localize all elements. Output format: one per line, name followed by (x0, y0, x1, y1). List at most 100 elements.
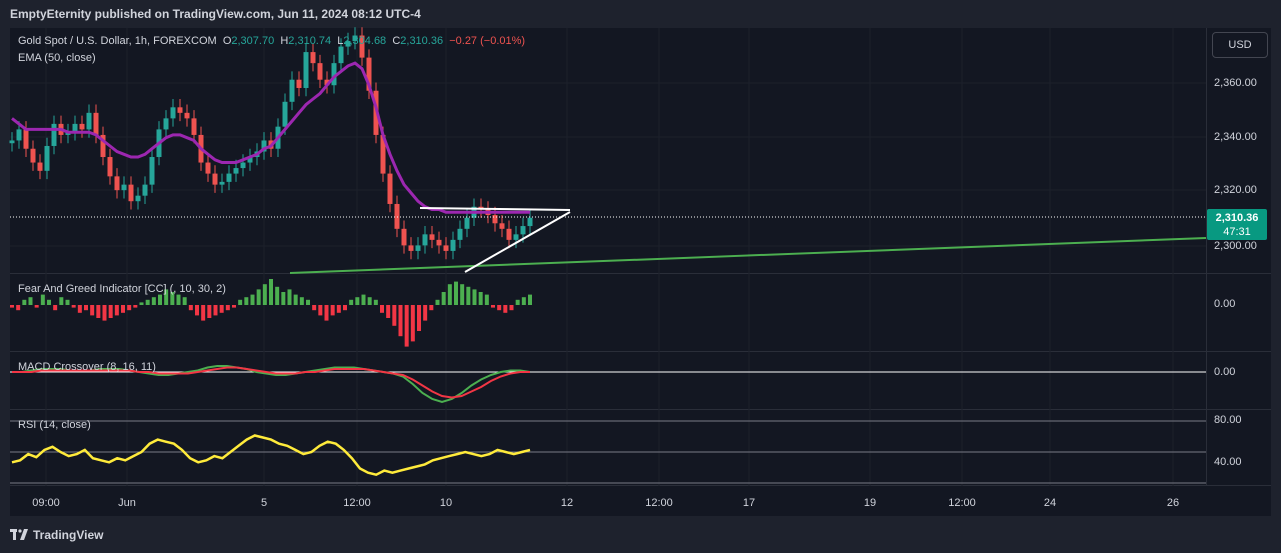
fear-greed-bar (330, 305, 335, 316)
candle-body (380, 134, 386, 174)
fear-greed-bar (114, 305, 119, 316)
time-label: 09:00 (32, 497, 60, 509)
candle-body (135, 195, 141, 202)
candle-body (324, 79, 330, 86)
candle-body (359, 35, 365, 58)
candle-body (436, 239, 442, 246)
fear-greed-zero-label: 0.00 (1214, 298, 1236, 310)
open-label: O (222, 35, 232, 47)
fear-greed-bar (201, 305, 206, 321)
candle-body (79, 123, 85, 130)
fear-greed-bar (139, 302, 144, 305)
candle-body (492, 215, 498, 224)
candle-body (338, 46, 344, 64)
time-label: 10 (439, 497, 453, 509)
fear-greed-bar (386, 305, 391, 318)
candle-body (23, 129, 29, 149)
time-label: 24 (1043, 497, 1057, 509)
fear-greed-bar (528, 294, 532, 305)
fear-greed-bar (447, 284, 452, 305)
fear-greed-bar (96, 305, 101, 318)
candle-body (86, 112, 92, 130)
fear-greed-bar (269, 279, 273, 305)
candle-body (415, 245, 421, 251)
fear-greed-bar (435, 299, 440, 305)
candle-body (443, 245, 449, 251)
time-label: 5 (260, 497, 268, 509)
low-label: L (337, 35, 344, 47)
bottom-bar (0, 516, 1281, 553)
candle-body (44, 145, 50, 171)
fear-greed-bar (244, 297, 249, 305)
fear-greed-bar (509, 305, 514, 311)
fear-greed-bar (127, 305, 132, 311)
candle-body (457, 228, 463, 240)
fear-greed-bar (213, 305, 218, 316)
fear-greed-bar (219, 305, 224, 313)
candle-body (233, 168, 239, 174)
symbol-legend[interactable]: Gold Spot / U.S. Dollar, 1h, FOREXCOM O2… (18, 35, 525, 47)
fear-greed-legend[interactable]: Fear And Greed Indicator [CC] (, 10, 30,… (18, 283, 226, 295)
fear-greed-bar (158, 294, 162, 305)
fear-greed-bar (373, 299, 378, 305)
triangle-top-line[interactable] (419, 207, 571, 211)
fear-greed-bar (40, 294, 45, 305)
time-label: 19 (863, 497, 877, 509)
candle-body (177, 107, 183, 113)
fear-greed-bar (367, 297, 372, 305)
candle-body (513, 234, 519, 240)
fear-greed-bar (460, 284, 465, 305)
candle-body (520, 226, 526, 235)
ema-line (11, 61, 530, 214)
macd-legend[interactable]: MACD Crossover (8, 16, 11) (18, 361, 156, 373)
signal-line (12, 366, 530, 399)
fear-greed-bar (312, 305, 317, 311)
fear-greed-bar (404, 305, 409, 347)
candle-body (310, 52, 316, 64)
fear-greed-bar (293, 294, 298, 305)
candle-body (72, 123, 78, 133)
rsi-line (11, 434, 531, 477)
fear-greed-bar (429, 305, 434, 311)
fear-greed-bar (47, 299, 51, 305)
fear-greed-bar (151, 297, 156, 305)
fear-greed-bar (324, 305, 329, 321)
fear-greed-bar (182, 297, 187, 305)
candle-body (429, 234, 435, 240)
candle-body (30, 148, 36, 163)
fear-greed-bar (355, 297, 360, 305)
candle-body (212, 173, 218, 185)
tradingview-logo[interactable]: TradingView (10, 528, 103, 542)
candle-body (191, 118, 197, 135)
candle-body (37, 162, 43, 171)
candle-body (366, 57, 372, 91)
candle-body (114, 176, 120, 191)
fear-greed-bar (361, 294, 366, 305)
candle-body (107, 157, 113, 177)
time-label: 12 (560, 497, 574, 509)
fear-greed-bar (34, 305, 39, 308)
candle-body (100, 134, 106, 158)
currency-button[interactable]: USD (1212, 32, 1268, 58)
fear-greed-bar (441, 292, 446, 305)
fear-greed-bar (318, 305, 323, 316)
candle-body (247, 157, 253, 163)
triangle-bottom-line[interactable] (464, 211, 571, 273)
ema-legend[interactable]: EMA (50, close) (18, 52, 96, 64)
fear-greed-bar (71, 305, 76, 308)
fear-greed-bar (472, 289, 477, 305)
fear-greed-bar (195, 305, 199, 316)
chart-area[interactable] (10, 28, 1271, 516)
rsi-high-label: 80.00 (1214, 414, 1242, 426)
fear-greed-bar (256, 289, 261, 305)
candle-body (170, 107, 176, 119)
candle-body (296, 79, 302, 88)
rsi-legend[interactable]: RSI (14, close) (18, 419, 91, 431)
fear-greed-bar (262, 284, 267, 305)
candle-body (93, 112, 99, 135)
fear-greed-bar (491, 305, 495, 308)
fear-greed-bar (454, 281, 458, 305)
support-trendline[interactable] (289, 237, 1207, 274)
current-price-badge: 2,310.36 47:31 (1207, 209, 1267, 240)
